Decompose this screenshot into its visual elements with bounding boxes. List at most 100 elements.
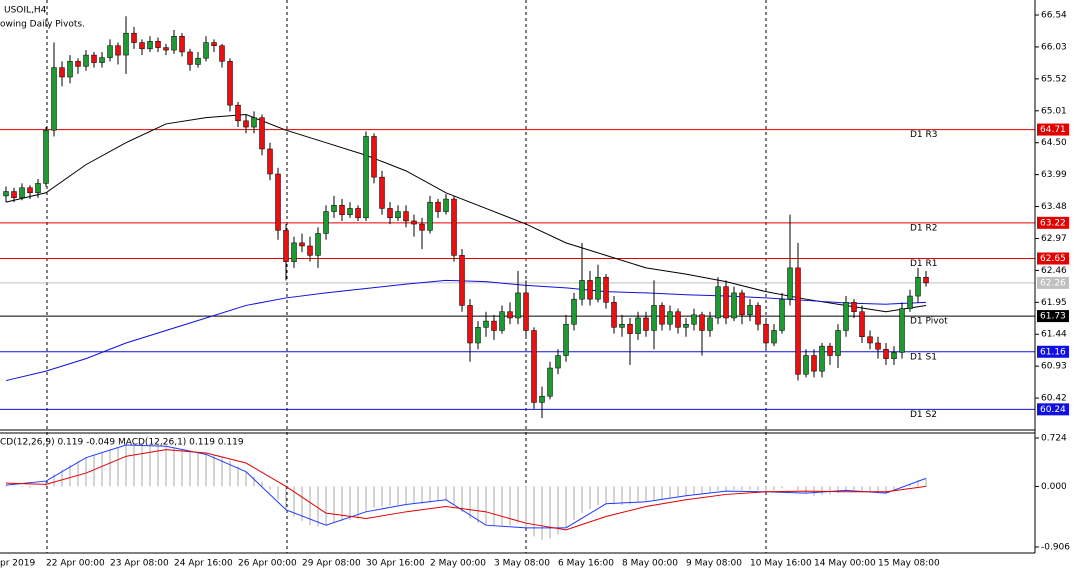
candle-body (91, 54, 97, 63)
candle-body (379, 176, 385, 209)
candle-body (123, 32, 129, 56)
price-panel (0, 16, 1035, 419)
candle-body (899, 308, 905, 353)
candle-body (227, 61, 233, 106)
y-tick-label: 64.50 (1041, 138, 1067, 148)
candle-body (435, 201, 441, 212)
candle-body (643, 317, 649, 331)
candle-body (603, 277, 609, 303)
candle-body (779, 298, 785, 331)
candle-body (275, 173, 281, 231)
candle-body (915, 277, 921, 297)
candle-body (795, 267, 801, 375)
candle-body (859, 311, 865, 337)
candle-body (155, 41, 161, 48)
candle-body (43, 129, 49, 184)
candle-body (923, 277, 929, 284)
candle-body (347, 208, 353, 215)
price-box-label: 61.16 (1040, 347, 1066, 357)
y-tick-label: 60.42 (1041, 394, 1067, 404)
x-tick-label: 2 May 00:00 (430, 559, 486, 569)
candle-body (211, 42, 217, 46)
candle-body (819, 345, 825, 372)
candle-body (195, 57, 201, 65)
candle-body (243, 120, 249, 128)
candle-body (75, 61, 81, 67)
y-tick-label: 62.97 (1041, 234, 1067, 244)
y-tick-label: 0.724 (1041, 434, 1067, 444)
candle-body (683, 323, 689, 328)
candle-body (563, 323, 569, 356)
pivot-label: D1 R3 (910, 130, 938, 140)
candle-body (707, 317, 713, 331)
candle-body (83, 54, 89, 67)
candle-body (515, 292, 521, 319)
price-box-label: 61.73 (1040, 312, 1066, 322)
candle-body (251, 117, 257, 128)
x-tick-label: 14 May 00:00 (814, 559, 876, 569)
candle-body (891, 352, 897, 359)
candle-body (315, 233, 321, 256)
candle-body (395, 211, 401, 219)
candle-body (475, 327, 481, 344)
candle-body (803, 355, 809, 375)
candle-body (787, 267, 793, 300)
candle-body (427, 201, 433, 231)
candle-body (67, 61, 73, 78)
candle-body (907, 295, 913, 309)
candle-body (875, 342, 881, 350)
candle-body (139, 42, 145, 50)
candle-body (763, 323, 769, 344)
candle-body (419, 223, 425, 231)
pivot-label: D1 R2 (910, 223, 938, 233)
x-tick-label: 23 Apr 08:00 (110, 559, 169, 569)
candle-body (323, 211, 329, 234)
candle-body (283, 230, 289, 262)
candle-body (443, 198, 449, 212)
price-box-label: 63.22 (1040, 218, 1066, 228)
candle-body (611, 302, 617, 328)
pivot-label: D1 Pivot (910, 317, 948, 327)
price-box (1037, 123, 1069, 136)
candle-body (771, 330, 777, 344)
candle-body (667, 311, 673, 325)
candle-body (267, 148, 273, 175)
price-box (1037, 345, 1069, 358)
y-tick-label: 66.54 (1041, 11, 1067, 21)
candle-body (331, 205, 337, 212)
macd-title: CD(12,26,9) 0.119 -0.049 MACD(12,26,1) 0… (0, 438, 244, 448)
candle-body (619, 323, 625, 328)
axes (0, 0, 1036, 554)
candle-body (851, 302, 857, 312)
y-tick-label: 61.44 (1041, 330, 1067, 340)
candle-body (659, 305, 665, 325)
candle-body (59, 67, 65, 78)
last-price-label: 62.26 (1040, 278, 1066, 288)
candle-body (403, 211, 409, 222)
candle-body (867, 336, 873, 344)
chart-subtitle: owing Daily Pivots. (0, 20, 85, 30)
candle-body (539, 395, 545, 403)
candle-body (115, 45, 121, 56)
candle-body (651, 305, 657, 331)
candle-body (691, 314, 697, 325)
candle-body (747, 305, 753, 316)
candle-body (307, 245, 313, 256)
candle-body (723, 286, 729, 319)
y-tick-label: 61.95 (1041, 298, 1067, 308)
candle-body (755, 305, 761, 325)
candle-body (739, 292, 745, 316)
candle-body (459, 255, 465, 306)
candle-body (355, 208, 361, 219)
price-box (1037, 403, 1069, 416)
x-tick-label: 10 May 16:00 (750, 559, 812, 569)
price-box-label: 60.24 (1040, 405, 1066, 415)
candle-body (467, 305, 473, 344)
candle-body (523, 292, 529, 331)
y-tick-label: 63.48 (1041, 202, 1067, 212)
period-separators (46, 0, 767, 553)
x-tick-label: 24 Apr 16:00 (174, 559, 233, 569)
y-tick-label: 0.000 (1041, 482, 1067, 492)
candle-body (675, 311, 681, 328)
